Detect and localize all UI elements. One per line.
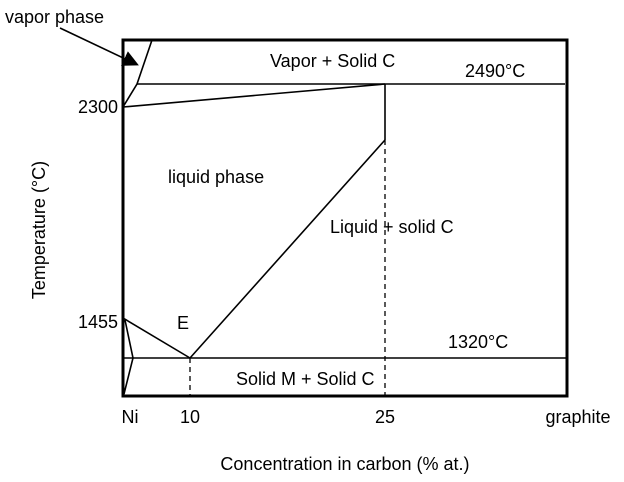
ni-liquidus: [122, 317, 191, 359]
frame: [121, 38, 569, 398]
y-tick-label: 1455: [78, 312, 118, 332]
label: vapor phase: [5, 7, 104, 27]
label: Liquid + solid C: [330, 217, 454, 237]
upper-liquidus: [122, 83, 386, 108]
label: E: [177, 313, 189, 333]
label: 2490°C: [465, 61, 525, 81]
y-axis-title: Temperature (°C): [29, 161, 49, 299]
label: Solid M + Solid C: [236, 369, 375, 389]
y-tick-label: 2300: [78, 97, 118, 117]
label: Vapor + Solid C: [270, 51, 395, 71]
x-tick-label: 10: [180, 407, 200, 427]
x-axis-title: Concentration in carbon (% at.): [220, 454, 469, 474]
liquidus: [189, 139, 386, 359]
arrow: [59, 27, 139, 66]
solid-boundary: [123, 319, 134, 395]
label: 1320°C: [448, 332, 508, 352]
x-tick-label: 25: [375, 407, 395, 427]
x-tick-label: graphite: [545, 407, 610, 427]
x-tick-label: Ni: [122, 407, 139, 427]
label: liquid phase: [168, 167, 264, 187]
vapor-boundary: [122, 39, 153, 108]
